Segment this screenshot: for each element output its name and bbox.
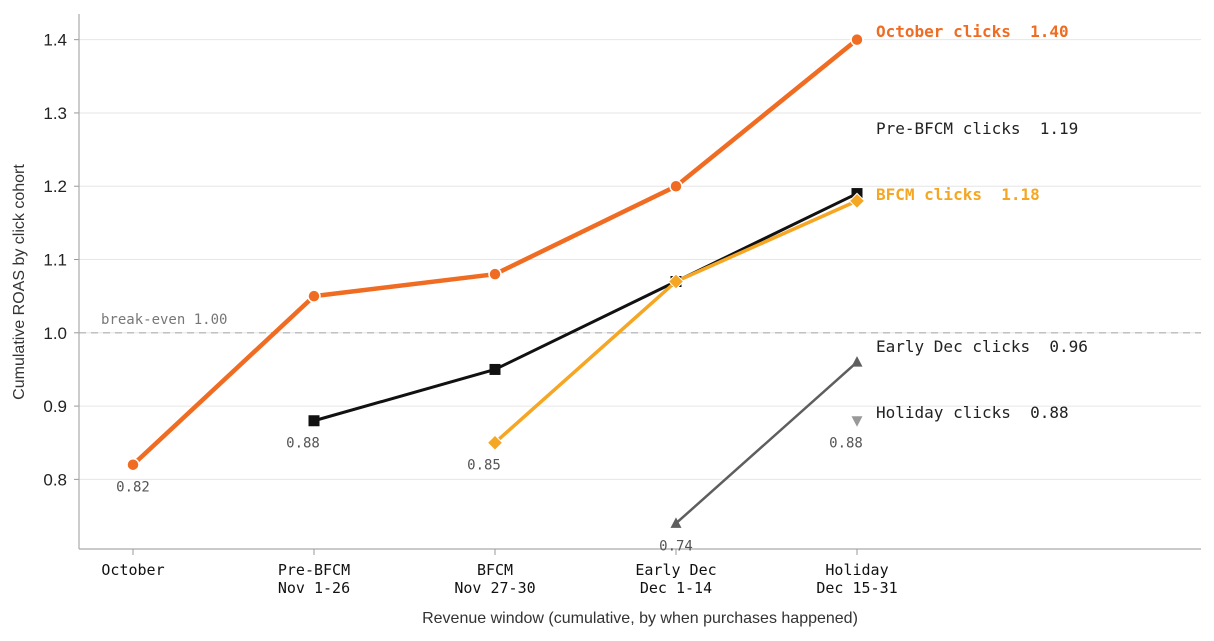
series-bfcm-clicks <box>486 192 866 451</box>
y-tick-label: 1.0 <box>43 324 67 343</box>
x-tick-label: Holiday Dec 15-31 <box>816 561 897 597</box>
x-tick-label: Early Dec Dec 1-14 <box>635 561 716 597</box>
data-point <box>851 416 863 427</box>
series-line <box>312 192 859 423</box>
y-tick-label: 0.9 <box>43 397 67 416</box>
data-point <box>851 356 863 367</box>
y-tick-label: 1.4 <box>43 31 67 50</box>
data-point <box>126 457 140 472</box>
data-point <box>489 363 501 375</box>
y-tick-label: 1.2 <box>43 177 67 196</box>
series-line <box>130 37 860 467</box>
series-early-dec-clicks <box>670 356 863 528</box>
break-even-reference: break-even 1.00 <box>79 312 1201 334</box>
end-series-label: BFCM clicks 1.18 <box>876 185 1040 204</box>
series-line <box>674 360 859 525</box>
series-october-clicks <box>126 32 864 472</box>
x-tick-label: October <box>101 561 164 579</box>
data-point <box>850 32 864 47</box>
x-tick-label: Pre-BFCM Nov 1-26 <box>278 561 350 597</box>
end-series-label: Early Dec clicks 0.96 <box>876 337 1088 356</box>
data-point <box>670 517 682 528</box>
end-series-label: Pre-BFCM clicks 1.19 <box>876 119 1078 138</box>
series-holiday-clicks <box>851 416 863 427</box>
end-series-label: Holiday clicks 0.88 <box>876 403 1069 422</box>
y-tick-label: 1.1 <box>43 251 67 270</box>
start-value-label: 0.74 <box>659 538 693 554</box>
data-point <box>488 267 502 281</box>
start-value-label: 0.88 <box>286 436 320 452</box>
start-value-label: 0.82 <box>116 480 150 496</box>
y-axis-title: Cumulative ROAS by click cohort <box>11 164 28 400</box>
x-tick-label: BFCM Nov 27-30 <box>454 561 535 597</box>
start-value-label: 0.88 <box>829 436 863 452</box>
data-point <box>667 273 685 290</box>
axes: 0.8 0.9 1.0 1.1 1.2 1.3 1.4 October Pre-BFCM Nov … <box>43 14 1201 597</box>
x-axis-title: Revenue window (cumulative, by when purc… <box>422 610 858 627</box>
data-point <box>307 289 321 303</box>
series-lines <box>126 32 866 528</box>
data-labels: 0.82 October clicks 1.40 0.88 Pre-BFCM clic… <box>116 22 1088 554</box>
data-point <box>848 192 866 210</box>
y-tick-label: 1.3 <box>43 104 67 123</box>
data-point <box>308 415 320 427</box>
start-value-label: 0.85 <box>467 458 501 474</box>
series-pre-bfcm-clicks <box>308 188 863 427</box>
y-tick-label: 0.8 <box>43 470 67 489</box>
end-series-label: October clicks 1.40 <box>876 22 1069 41</box>
data-point <box>669 179 683 193</box>
data-point <box>486 434 504 451</box>
break-even-label: break-even 1.00 <box>101 312 227 328</box>
